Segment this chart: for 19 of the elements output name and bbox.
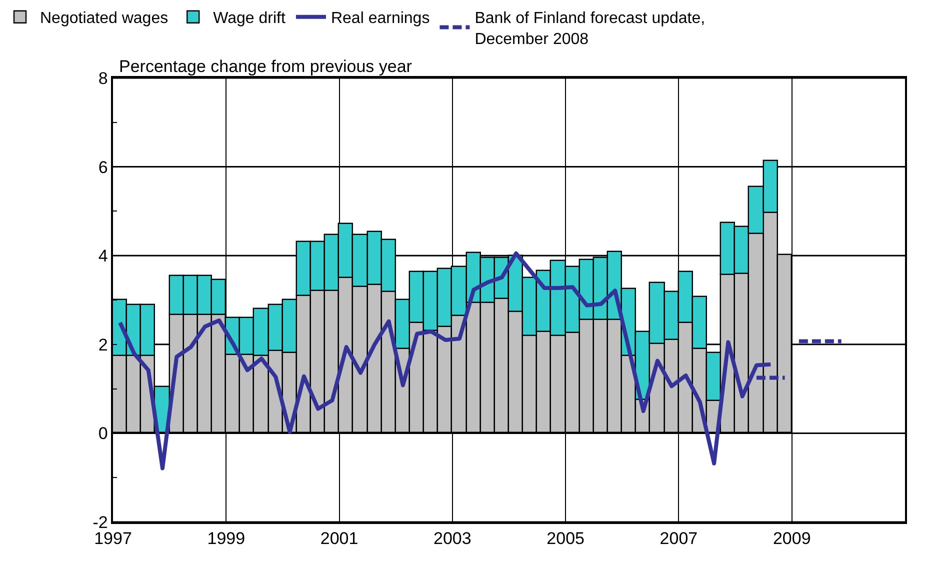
x-tick-label: 1999 (207, 529, 246, 548)
y-tick-label: 6 (98, 158, 108, 177)
legend-label: Bank of Finland forecast update, December 2008 (474, 10, 706, 48)
legend-label: Wage drift (213, 10, 286, 28)
x-tick-label: 2003 (434, 529, 472, 548)
y-tick-label: 2 (98, 335, 108, 354)
y-tick-label: 0 (98, 424, 108, 444)
y-axis-title: Percentage change from previous year (119, 57, 412, 76)
x-tick-label: 2001 (320, 529, 358, 548)
x-tick-label: 2007 (660, 529, 698, 548)
x-tick-label: 2005 (546, 529, 584, 548)
line-series (118, 251, 773, 470)
x-tick-label: 2009 (772, 529, 811, 548)
y-tick-label: 8 (98, 68, 108, 88)
y-tick-label: -2 (92, 512, 108, 532)
legend-label: Real earnings (330, 10, 430, 28)
legend-label: Negotiated wages (40, 10, 168, 28)
x-tick-label: 1997 (94, 529, 132, 548)
y-tick-label: 4 (98, 246, 108, 266)
